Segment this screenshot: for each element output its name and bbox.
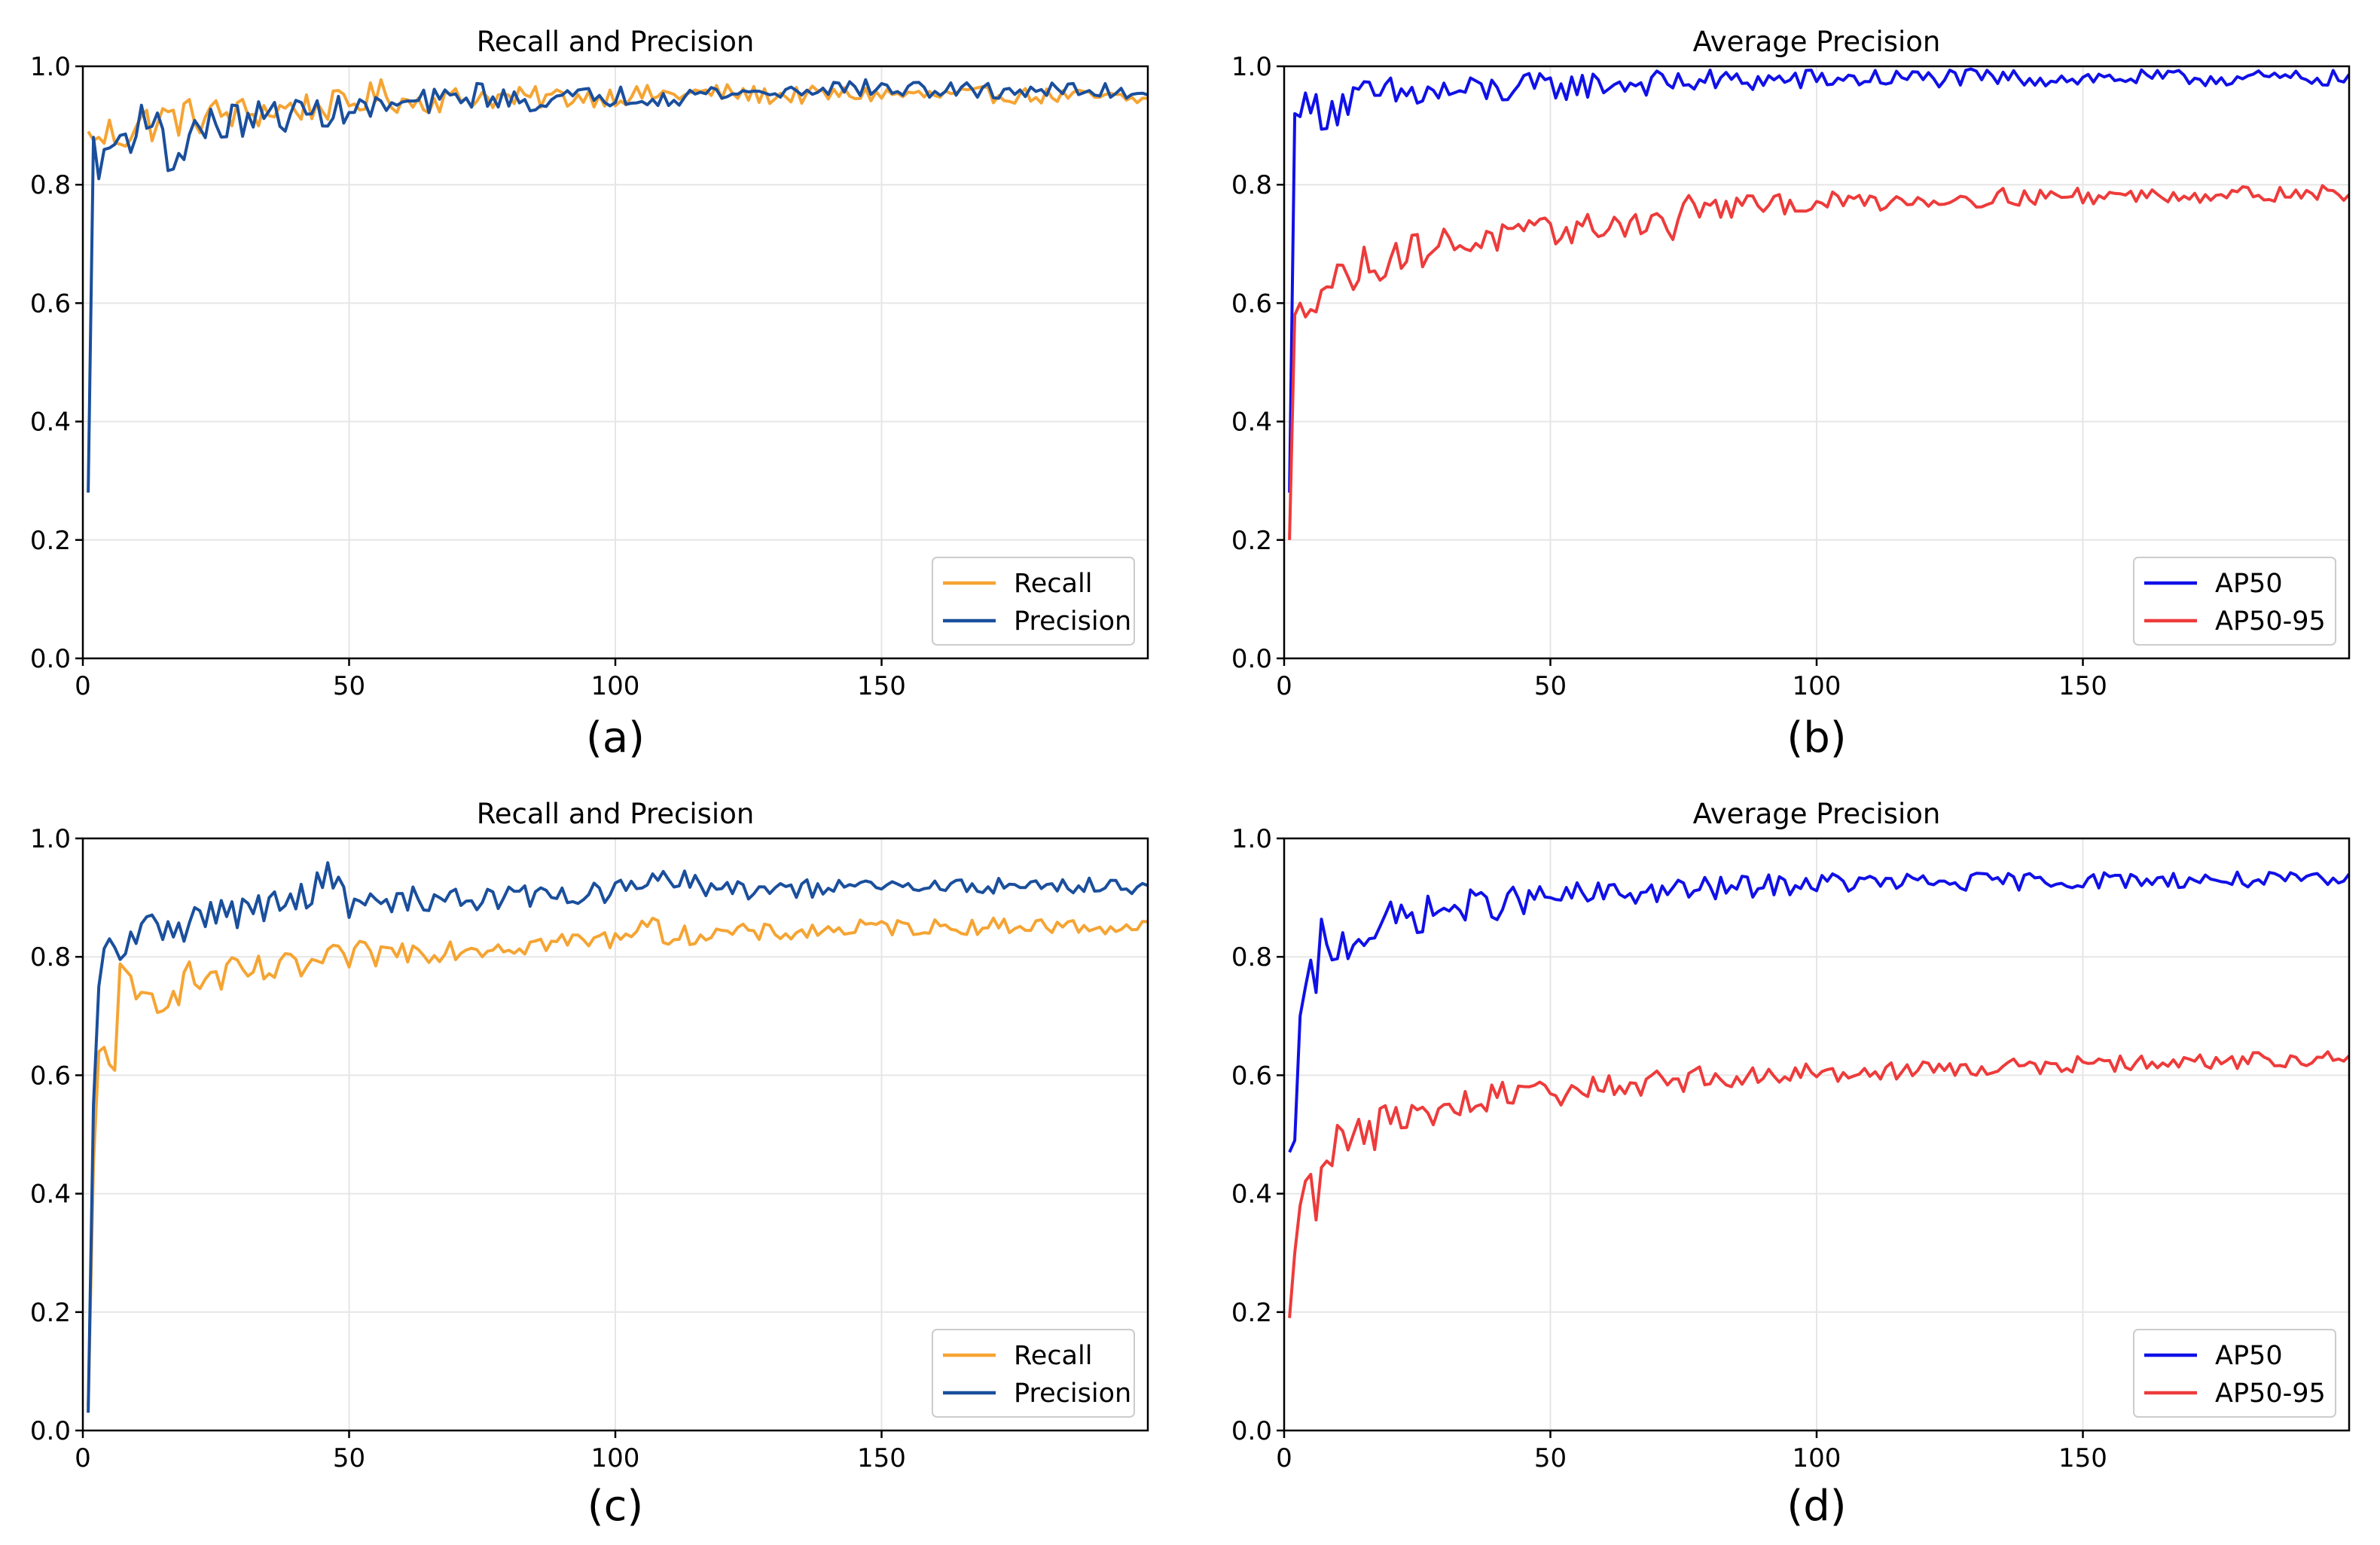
legend-label: Precision xyxy=(1014,606,1131,637)
series-line-ap50-95 xyxy=(1288,1050,2349,1318)
x-tick-label: 0 xyxy=(75,671,91,701)
panel-label: (d) xyxy=(1787,1482,1847,1531)
series-line-precision xyxy=(87,78,1148,493)
chart-title: Recall and Precision xyxy=(476,26,755,58)
series-line-recall xyxy=(87,916,1148,1407)
panel-label: (a) xyxy=(585,713,645,762)
panel-label: (c) xyxy=(587,1482,644,1531)
legend-label: AP50-95 xyxy=(2215,606,2326,637)
x-tick-label: 150 xyxy=(2058,671,2107,701)
legend-label: AP50-95 xyxy=(2215,1379,2326,1409)
y-tick-label: 0.4 xyxy=(30,1180,71,1210)
y-tick-label: 1.0 xyxy=(1231,824,1272,854)
y-tick-label: 0.6 xyxy=(30,1061,71,1091)
panel-b-plot: 0.0 0.2 0.4 0.6 0.8 1.0 0 50 100 150 AP50 AP50-95 xyxy=(1231,52,2351,701)
y-tick-label: 0.8 xyxy=(30,942,71,972)
y-tick-label: 0.2 xyxy=(1231,526,1272,556)
legend-label: AP50 xyxy=(2215,1341,2283,1371)
legend-label: AP50 xyxy=(2215,569,2283,599)
y-tick-label: 0.0 xyxy=(1231,644,1272,674)
panel-label: (b) xyxy=(1787,713,1847,762)
y-tick-label: 0.2 xyxy=(30,1298,71,1328)
legend: Recall Precision xyxy=(932,1329,1135,1418)
x-tick-label: 0 xyxy=(1276,1443,1292,1473)
x-tick-label: 100 xyxy=(1793,1443,1841,1473)
y-tick-label: 0.2 xyxy=(1231,1298,1272,1328)
x-tick-label: 0 xyxy=(1276,671,1292,701)
x-tick-label: 100 xyxy=(591,671,640,701)
legend-label: Precision xyxy=(1014,1379,1131,1409)
y-tick-label: 0.6 xyxy=(1231,1061,1272,1091)
x-tick-label: 150 xyxy=(2058,1443,2107,1473)
chart-title: Average Precision xyxy=(1692,26,1941,58)
x-tick-label: 0 xyxy=(75,1443,91,1473)
legend-label: Recall xyxy=(1014,569,1092,599)
y-tick-label: 0.8 xyxy=(30,170,71,200)
x-tick-label: 50 xyxy=(1534,1443,1567,1473)
series-line-precision xyxy=(87,861,1148,1413)
x-tick-label: 100 xyxy=(1793,671,1841,701)
y-tick-label: 0.2 xyxy=(30,526,71,556)
x-tick-label: 100 xyxy=(591,1443,640,1473)
panel-c-plot: 0.0 0.2 0.4 0.6 0.8 1.0 0 50 100 150 Recall Precisi… xyxy=(30,824,1149,1473)
x-tick-label: 150 xyxy=(857,1443,906,1473)
y-tick-label: 0.4 xyxy=(1231,408,1272,438)
panel-a-plot: 0.0 0.2 0.4 0.6 0.8 1.0 0 50 100 150 Recall Precisi… xyxy=(30,52,1149,701)
y-tick-label: 1.0 xyxy=(1231,52,1272,82)
y-tick-label: 0.4 xyxy=(1231,1180,1272,1210)
x-tick-label: 50 xyxy=(333,1443,365,1473)
chart-title: Recall and Precision xyxy=(476,798,755,830)
y-tick-label: 0.4 xyxy=(30,408,71,438)
chart-title: Average Precision xyxy=(1692,798,1941,830)
y-tick-label: 0.0 xyxy=(30,1416,71,1446)
legend: Recall Precision xyxy=(932,557,1135,646)
series-line-ap50-95 xyxy=(1288,184,2349,540)
y-tick-label: 1.0 xyxy=(30,52,71,82)
panel-d-plot: 0.0 0.2 0.4 0.6 0.8 1.0 0 50 100 150 AP50 AP50-95 xyxy=(1231,824,2351,1473)
y-tick-label: 0.0 xyxy=(30,644,71,674)
legend: AP50 AP50-95 xyxy=(2133,1329,2336,1418)
x-tick-label: 50 xyxy=(333,671,365,701)
y-tick-label: 0.6 xyxy=(30,289,71,319)
x-tick-label: 150 xyxy=(857,671,906,701)
y-tick-label: 0.6 xyxy=(1231,289,1272,319)
y-tick-label: 0.8 xyxy=(1231,942,1272,972)
legend: AP50 AP50-95 xyxy=(2133,557,2336,646)
y-tick-label: 0.8 xyxy=(1231,170,1272,200)
x-tick-label: 50 xyxy=(1534,671,1567,701)
legend-label: Recall xyxy=(1014,1341,1092,1371)
y-tick-label: 1.0 xyxy=(30,824,71,854)
series-line-ap50 xyxy=(1288,67,2349,493)
y-tick-label: 0.0 xyxy=(1231,1416,1272,1446)
series-line-ap50 xyxy=(1288,870,2349,1153)
